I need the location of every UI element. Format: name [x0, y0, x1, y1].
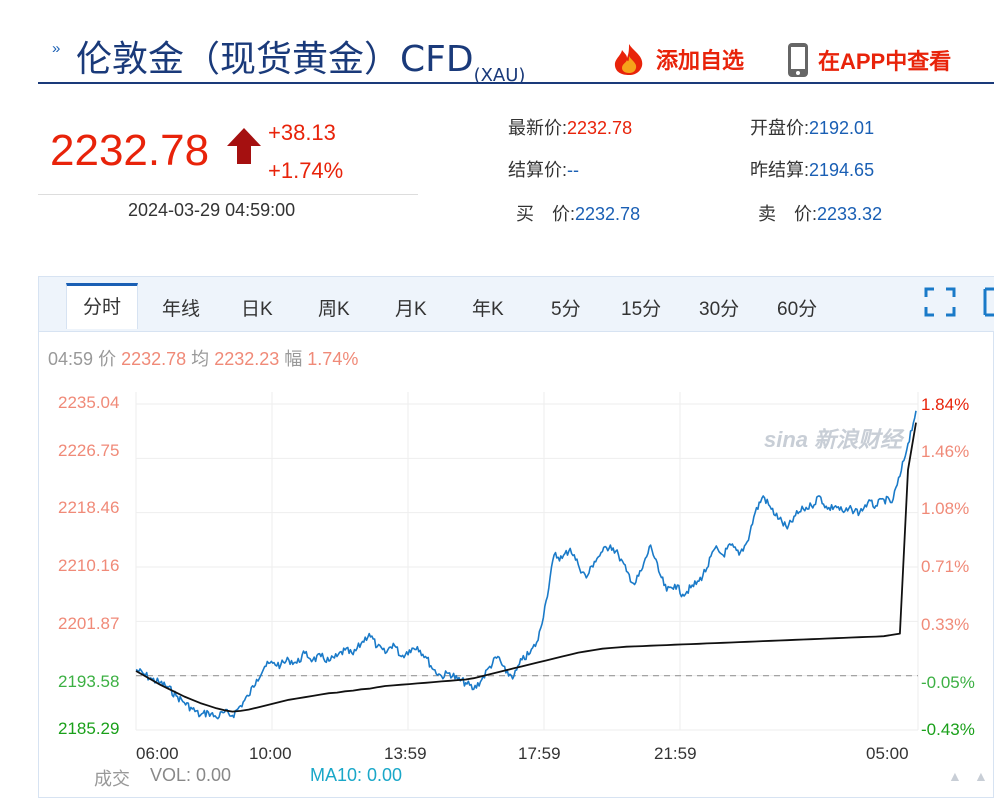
y-tick-label: 2210.16: [58, 556, 120, 575]
ask-price-row: 卖 价:2233.32: [758, 200, 882, 226]
volume-label: 成交: [94, 769, 130, 789]
current-price: 2232.78: [50, 126, 210, 175]
sina-watermark: sina 新浪财经: [764, 427, 903, 452]
settle-price-row: 结算价:--: [508, 156, 579, 182]
open-price-row: 开盘价:2192.01: [750, 114, 874, 140]
tab-weekly-k[interactable]: 周K: [318, 299, 350, 320]
x-tick-label: 06:00: [136, 744, 179, 763]
latest-price-label: 最新价:: [508, 118, 568, 138]
price-change: +38.13: [268, 120, 336, 145]
price-line: [135, 410, 917, 720]
open-price-label: 开盘价:: [750, 118, 810, 138]
latest-price-row: 最新价:2232.78: [508, 114, 632, 140]
title-chevron-icon: »: [52, 40, 61, 57]
info-amp-value: 1.74%: [307, 349, 359, 369]
ma10-value: MA10: 0.00: [310, 765, 403, 785]
add-watchlist-button[interactable]: 添加自选: [610, 42, 744, 82]
ask-price-label: 卖 价:: [758, 204, 818, 224]
average-price-line: [135, 422, 917, 713]
x-tick-label: 13:59: [384, 744, 427, 763]
phone-icon: [786, 42, 810, 84]
y-pct-tick-label: 1.84%: [921, 395, 970, 414]
arrow-up-icon: [225, 126, 263, 171]
settle-price-label: 结算价:: [508, 160, 568, 180]
bid-price-row: 买 价:2232.78: [516, 200, 640, 226]
latest-price-value: 2232.78: [567, 118, 633, 138]
y-pct-tick-label: -0.43%: [921, 720, 975, 739]
y-tick-label: 2185.29: [58, 719, 120, 738]
bid-price-label: 买 价:: [516, 204, 576, 224]
price-divider: [38, 194, 418, 195]
y-pct-tick-label: 1.46%: [921, 442, 970, 461]
view-in-app-button[interactable]: 在APP中查看: [786, 42, 951, 84]
quote-timestamp: 2024-03-29 04:59:00: [128, 200, 296, 220]
page-title: 伦敦金（现货黄金）CFD(XAU): [76, 30, 525, 86]
page-title-main: 伦敦金（现货黄金）CFD: [76, 39, 474, 80]
bid-price-value: 2232.78: [575, 204, 641, 224]
info-time: 04:59: [48, 349, 94, 369]
y-tick-label: 2218.46: [58, 498, 120, 517]
tab-30min[interactable]: 30分: [699, 299, 740, 320]
fullscreen-icon[interactable]: [924, 287, 956, 322]
scroll-up-icon[interactable]: ▲: [974, 768, 988, 784]
price-change-pct: +1.74%: [268, 158, 344, 183]
x-tick-label: 10:00: [249, 744, 292, 763]
x-tick-label: 17:59: [518, 744, 561, 763]
tab-daily-k[interactable]: 日K: [241, 299, 273, 320]
prev-settle-label: 昨结算:: [750, 160, 810, 180]
fire-icon: [610, 42, 648, 82]
info-avg-value: 2232.23: [214, 349, 280, 369]
x-tick-label: 05:00: [866, 744, 909, 763]
y-pct-tick-label: 0.71%: [921, 557, 970, 576]
add-watchlist-label: 添加自选: [656, 47, 745, 73]
page-title-sub: (XAU): [473, 65, 526, 86]
open-price-value: 2192.01: [809, 118, 875, 138]
info-amp-label: 幅: [284, 349, 303, 369]
tab-yearly-k[interactable]: 年K: [472, 299, 504, 320]
ask-price-value: 2233.32: [817, 204, 883, 224]
scroll-up-icon[interactable]: ▲: [948, 768, 962, 784]
y-pct-tick-label: 0.33%: [921, 615, 970, 634]
info-price-label: 价: [98, 349, 117, 369]
tab-year-line[interactable]: 年线: [162, 299, 201, 320]
more-options-icon[interactable]: [982, 287, 994, 322]
x-tick-label: 21:59: [654, 744, 697, 763]
volume-value: VOL: 0.00: [150, 765, 232, 785]
tab-5min[interactable]: 5分: [551, 299, 581, 320]
y-pct-tick-label: 1.08%: [921, 499, 970, 518]
header-divider: [38, 82, 994, 84]
chart-tab-bar: [39, 277, 994, 332]
y-pct-tick-label: -0.05%: [921, 673, 975, 692]
prev-settle-value: 2194.65: [809, 160, 875, 180]
info-avg-label: 均: [191, 349, 210, 369]
settle-price-value: --: [567, 160, 580, 180]
chart-info-line: 04:59 价 2232.78 均 2232.23 幅 1.74%: [48, 345, 358, 371]
y-tick-label: 2226.75: [58, 441, 120, 460]
y-tick-label: 2201.87: [58, 614, 120, 633]
tab-60min[interactable]: 60分: [777, 299, 818, 320]
tab-monthly-k[interactable]: 月K: [395, 299, 427, 320]
prev-settle-row: 昨结算:2194.65: [750, 156, 874, 182]
info-price-value: 2232.78: [121, 349, 187, 369]
tab-15min[interactable]: 15分: [621, 299, 662, 320]
view-in-app-label: 在APP中查看: [818, 48, 952, 74]
y-tick-label: 2193.58: [58, 672, 120, 691]
y-tick-label: 2235.04: [58, 393, 120, 412]
tab-intraday[interactable]: 分时: [66, 283, 139, 329]
